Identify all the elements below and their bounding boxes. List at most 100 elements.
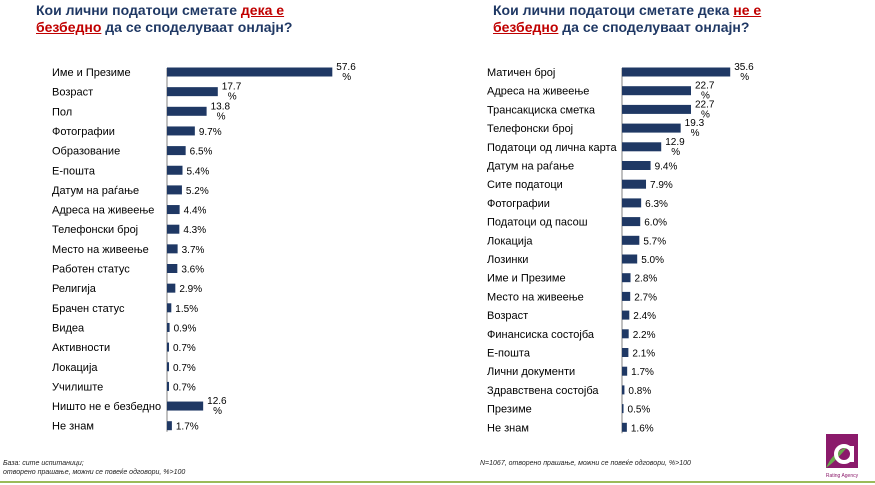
left-bar — [167, 421, 172, 431]
left-value-label: 0.7% — [173, 343, 196, 354]
left-bar — [167, 342, 170, 352]
left-bar — [167, 244, 178, 254]
left-category-label: Пол — [52, 106, 72, 118]
left-value-label: 0.9% — [174, 323, 197, 334]
left-category-label: Е-пошта — [52, 165, 96, 177]
right-category-label: Презиме — [487, 404, 532, 416]
left-bar — [167, 381, 170, 391]
left-category-label: Телефонски број — [52, 224, 138, 236]
right-value-label: 1.6% — [631, 423, 654, 434]
right-bar — [622, 179, 647, 189]
left-category-label: Адреса на живеење — [52, 205, 154, 217]
left-value-label: 13.8 — [211, 101, 231, 112]
left-value-unit: % — [342, 72, 351, 83]
logo-letter-stem — [850, 446, 854, 462]
right-category-label: Трансакциска сметка — [487, 104, 596, 116]
right-value-label: 22.7 — [695, 81, 715, 92]
left-bar — [167, 165, 183, 175]
left-bar — [167, 224, 180, 234]
right-bar — [622, 348, 629, 357]
right-value-label: 1.7% — [631, 367, 654, 378]
right-bar — [622, 198, 642, 208]
right-category-label: Е-пошта — [487, 348, 531, 360]
left-category-label: Фотографии — [52, 126, 115, 138]
left-value-unit: % — [213, 406, 222, 417]
right-value-label: 6.0% — [644, 218, 667, 229]
right-category-label: Сите податоци — [487, 179, 563, 191]
right-bar — [622, 404, 624, 414]
left-category-label: Видеа — [52, 322, 85, 334]
left-value-label: 4.3% — [183, 225, 206, 236]
right-value-label: 2.4% — [633, 311, 656, 322]
right-bar — [622, 235, 640, 245]
left-footnote: База: сите испитаници; отворено прашање,… — [3, 459, 263, 477]
left-category-label: Училиште — [52, 381, 103, 393]
left-bar — [167, 205, 180, 215]
right-value-label: 22.7 — [695, 99, 715, 110]
left-value-label: 5.2% — [186, 186, 209, 197]
right-value-unit: % — [701, 91, 710, 102]
left-value-label: 9.7% — [199, 127, 222, 138]
right-category-label: Лозинки — [487, 254, 528, 266]
left-value-label: 0.7% — [173, 382, 196, 393]
right-value-unit: % — [701, 109, 710, 120]
left-category-label: Локација — [52, 362, 98, 374]
left-bar — [167, 283, 176, 293]
right-value-label: 5.0% — [641, 255, 664, 266]
left-value-label: 3.6% — [181, 265, 204, 276]
left-value-label: 4.4% — [184, 206, 207, 217]
left-category-label: Активности — [52, 342, 110, 354]
left-category-label: Образование — [52, 146, 120, 158]
right-category-label: Здравствена состојба — [487, 385, 599, 397]
left-category-label: Место на живеење — [52, 244, 149, 256]
left-bar — [167, 146, 186, 156]
right-category-label: Возраст — [487, 310, 528, 322]
left-footnote-line: База: сите испитаници; — [3, 460, 84, 467]
left-bar — [167, 126, 195, 136]
right-value-label: 0.5% — [628, 405, 651, 416]
right-footnote: N=1067, отворено прашање, можни се повеќ… — [480, 459, 780, 468]
left-value-label: 57.6 — [336, 62, 356, 73]
left-value-label: 12.6 — [207, 396, 227, 407]
right-bar — [622, 291, 631, 301]
right-footnote-line: N=1067, отворено прашање, можни се повеќ… — [480, 460, 691, 467]
left-category-label: Име и Презиме — [52, 67, 131, 79]
right-value-label: 7.9% — [650, 180, 673, 191]
left-bar — [167, 303, 172, 313]
left-category-label: Ништо не е безбедно — [52, 401, 161, 413]
right-category-label: Податоци од лична карта — [487, 142, 617, 154]
right-bar — [622, 142, 662, 152]
left-category-label: Возраст — [52, 87, 93, 99]
left-bar — [167, 401, 204, 411]
left-chart-title: Кои лични податоци сметате дека е безбед… — [36, 2, 293, 35]
right-category-label: Не знам — [487, 422, 529, 434]
bottom-divider — [0, 481, 875, 483]
right-category-label: Матичен број — [487, 67, 555, 79]
right-category-label: Лични документи — [487, 366, 575, 378]
right-category-label: Име и Презиме — [487, 273, 566, 285]
right-bar — [622, 123, 681, 133]
left-category-label: Брачен статус — [52, 303, 125, 315]
right-category-label: Локација — [487, 235, 533, 247]
left-category-label: Датум на раѓање — [52, 185, 139, 197]
right-value-unit: % — [671, 147, 680, 158]
right-category-label: Датум на раѓање — [487, 161, 574, 173]
right-category-label: Место на живеење — [487, 291, 584, 303]
left-value-label: 0.7% — [173, 363, 196, 374]
right-bar — [622, 385, 625, 395]
right-value-label: 6.3% — [645, 199, 668, 210]
right-bar — [622, 254, 638, 264]
left-bar — [167, 185, 182, 195]
right-value-label: 5.7% — [643, 236, 666, 247]
right-bar — [622, 329, 629, 339]
rating-agency-logo: Rating Agency — [826, 434, 859, 479]
left-category-label: Религија — [52, 283, 97, 295]
right-bar — [622, 273, 631, 283]
logo-text: Rating Agency — [826, 473, 859, 479]
right-value-label: 2.8% — [635, 274, 658, 285]
left-value-label: 3.7% — [182, 245, 205, 256]
left-value-unit: % — [217, 111, 226, 122]
right-category-label: Финансиска состојба — [487, 329, 595, 341]
left-value-label: 1.7% — [176, 422, 199, 433]
